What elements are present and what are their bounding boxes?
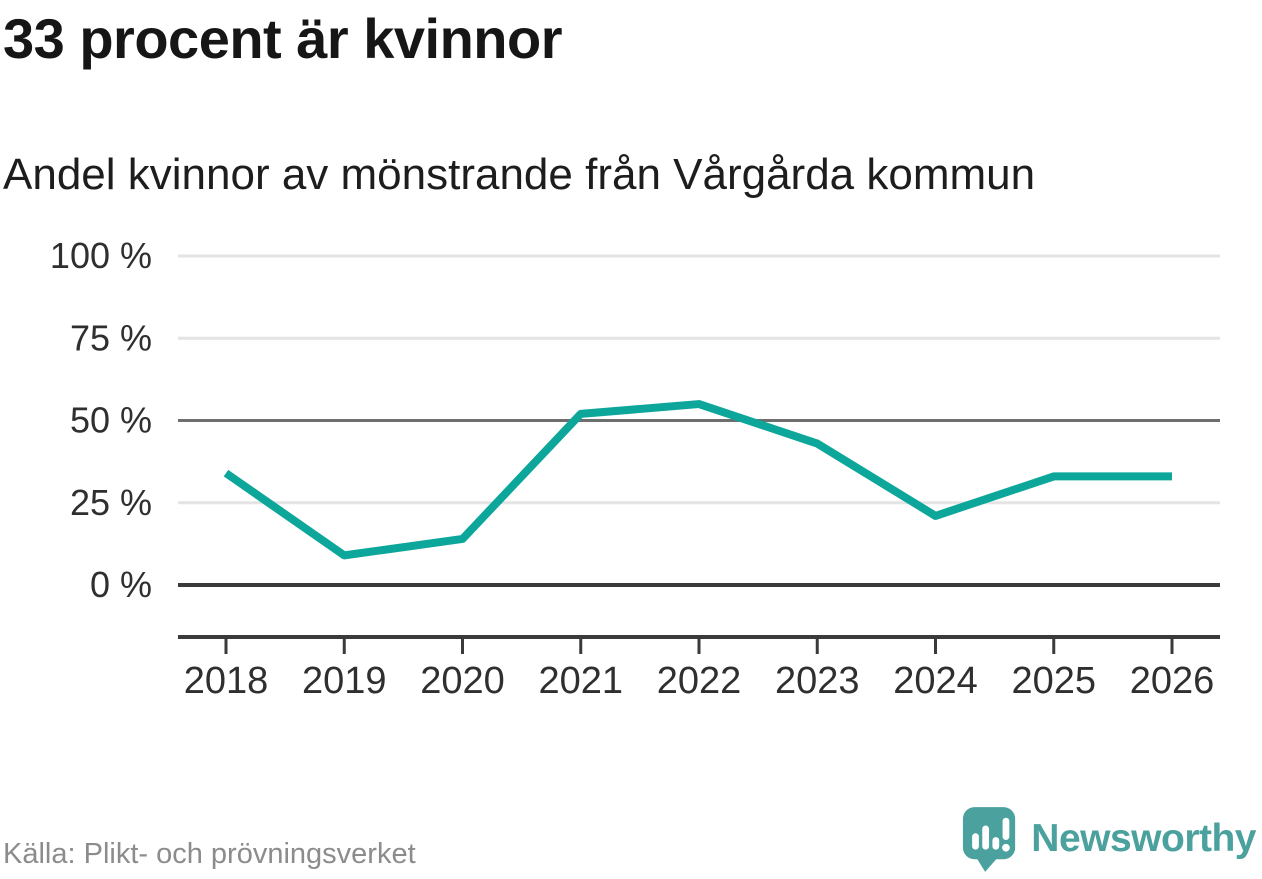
- logo-exclamation-stem: [1002, 817, 1010, 840]
- y-axis-label: 75 %: [70, 317, 152, 358]
- x-axis-label: 2020: [420, 660, 505, 702]
- source-note: Källa: Plikt- och prövningsverket: [3, 838, 416, 870]
- chart-subtitle: Andel kvinnor av mönstrande från Vårgård…: [3, 150, 1036, 199]
- y-axis-label: 100 %: [50, 235, 152, 276]
- data-line-andel-kvinnor: [223, 400, 1172, 560]
- logo-bar-3: [992, 837, 1000, 850]
- y-axis-label: 25 %: [70, 482, 152, 523]
- x-axis-label: 2019: [302, 660, 387, 702]
- y-axis-label: 0 %: [90, 564, 152, 605]
- x-axis-label: 2021: [538, 660, 623, 702]
- line-chart: 0 % 25 % 50 % 75 % 100 % 2018 2019 2020 2021 2022…: [50, 235, 1220, 702]
- logo-bar-2: [982, 825, 990, 850]
- x-axis-label: 2025: [1011, 660, 1096, 702]
- newsworthy-bubble-chart-icon: [963, 807, 1016, 872]
- x-axis-label: 2026: [1130, 660, 1215, 702]
- x-axis-label: 2024: [893, 660, 978, 702]
- x-axis-label: 2022: [657, 660, 742, 702]
- brand-logo: Newsworthy: [961, 806, 1256, 872]
- page-title: 33 procent är kvinnor: [3, 7, 563, 70]
- logo-bubble-tail: [975, 856, 999, 872]
- y-axis-label: 50 %: [70, 400, 152, 441]
- x-axis-label: 2018: [184, 660, 269, 702]
- x-axis-label: 2023: [775, 660, 860, 702]
- logo-bar-1: [972, 833, 980, 850]
- logo-exclamation-dot: [1002, 843, 1011, 852]
- brand-name: Newsworthy: [1031, 817, 1256, 860]
